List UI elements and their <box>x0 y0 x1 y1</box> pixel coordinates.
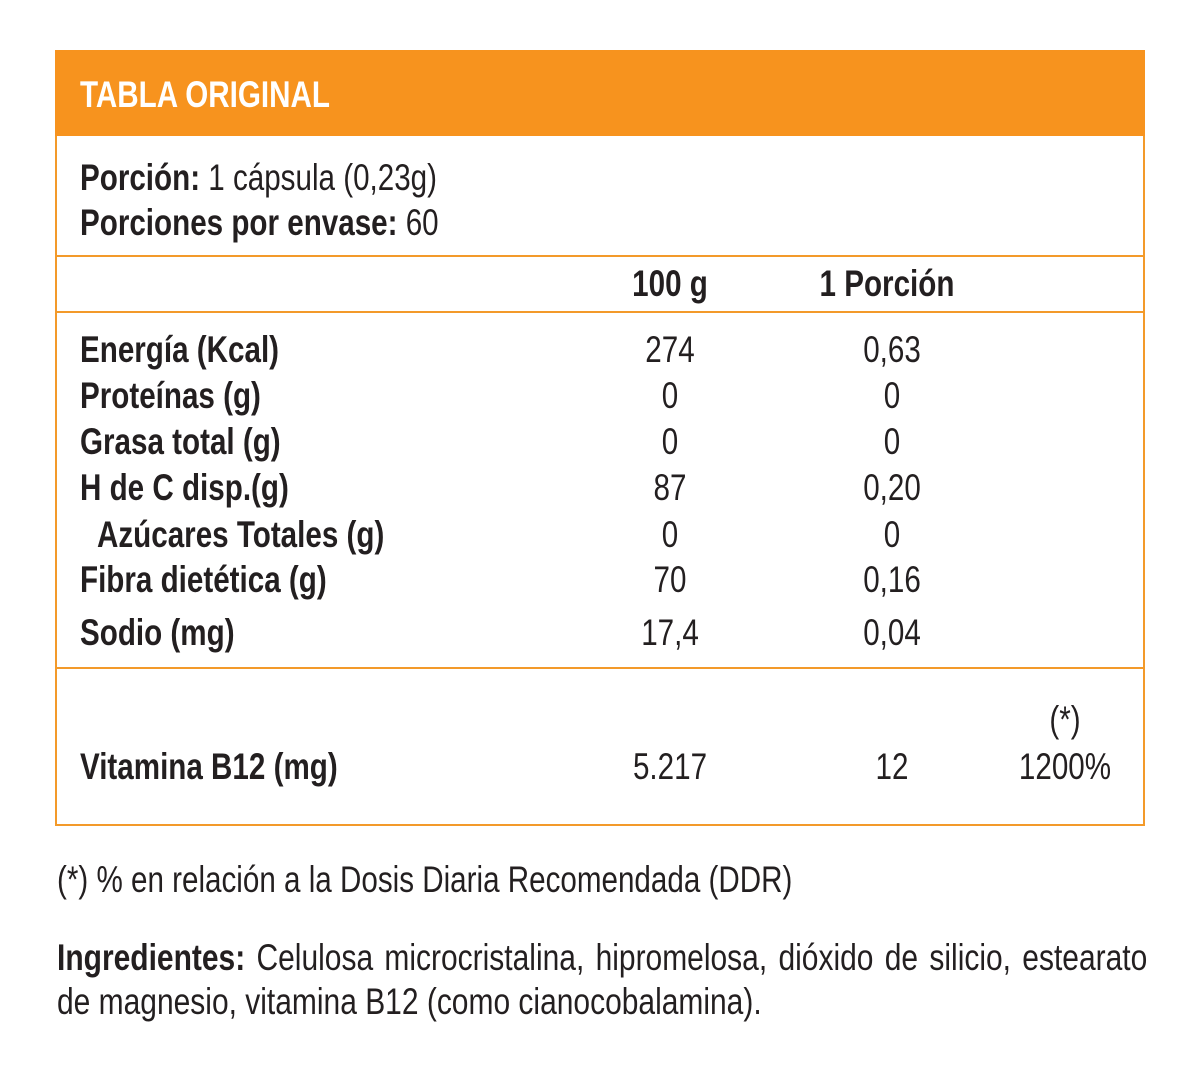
cell: 1200% <box>1018 746 1112 787</box>
label: Porciones por envase: <box>80 202 398 243</box>
row-label: Vitamina B12 (mg) <box>80 746 338 787</box>
serving: Porción: 1 cápsula (0,23g) <box>80 158 437 198</box>
cell: 274 <box>645 329 695 370</box>
cell: 12 <box>875 746 909 787</box>
separator <box>55 667 1145 669</box>
cell: 0,16 <box>863 559 921 600</box>
cell: 17,4 <box>641 612 699 653</box>
ingredients: Ingredientes: Celulosa microcristalina, … <box>57 936 1147 1024</box>
row-label: Proteínas (g) <box>80 375 261 416</box>
table-header <box>55 50 1145 136</box>
servings: Porciones por envase: 60 <box>80 203 439 243</box>
column-header: 100 g <box>632 263 708 304</box>
footnote: (*) % en relación a la Dosis Diaria Reco… <box>57 859 793 900</box>
row-label: Azúcares Totales (g) <box>97 514 385 555</box>
label: Ingredientes: <box>57 937 246 978</box>
cell: 0 <box>661 375 679 416</box>
row-label: Fibra dietética (g) <box>80 559 327 600</box>
column-header: 1 Porción <box>819 263 955 304</box>
row-label: Grasa total (g) <box>80 421 281 462</box>
cell: 0 <box>661 514 679 555</box>
cell: 0 <box>883 375 901 416</box>
value: 1 cápsula (0,23g) <box>208 157 437 198</box>
text: Celulosa microcristalina, hipromelosa, d… <box>57 937 1148 1022</box>
value: 60 <box>405 202 439 243</box>
cell: 0,04 <box>863 612 921 653</box>
cell: 0,20 <box>863 467 921 508</box>
separator <box>55 255 1145 257</box>
separator <box>55 311 1145 313</box>
cell: 5.217 <box>632 746 708 787</box>
cell: 0 <box>661 421 679 462</box>
cell: 0 <box>883 514 901 555</box>
row-label: Sodio (mg) <box>80 612 235 653</box>
cell: 70 <box>653 559 687 600</box>
row-label: Energía (Kcal) <box>80 329 280 370</box>
label: Porción: <box>80 157 201 198</box>
cell: 0 <box>883 421 901 462</box>
cell: 87 <box>653 467 687 508</box>
ddr-mark: (*) <box>1049 699 1081 740</box>
cell: 0,63 <box>863 329 921 370</box>
row-label: H de C disp.(g) <box>80 467 289 508</box>
table-title: TABLA ORIGINAL <box>80 74 330 115</box>
